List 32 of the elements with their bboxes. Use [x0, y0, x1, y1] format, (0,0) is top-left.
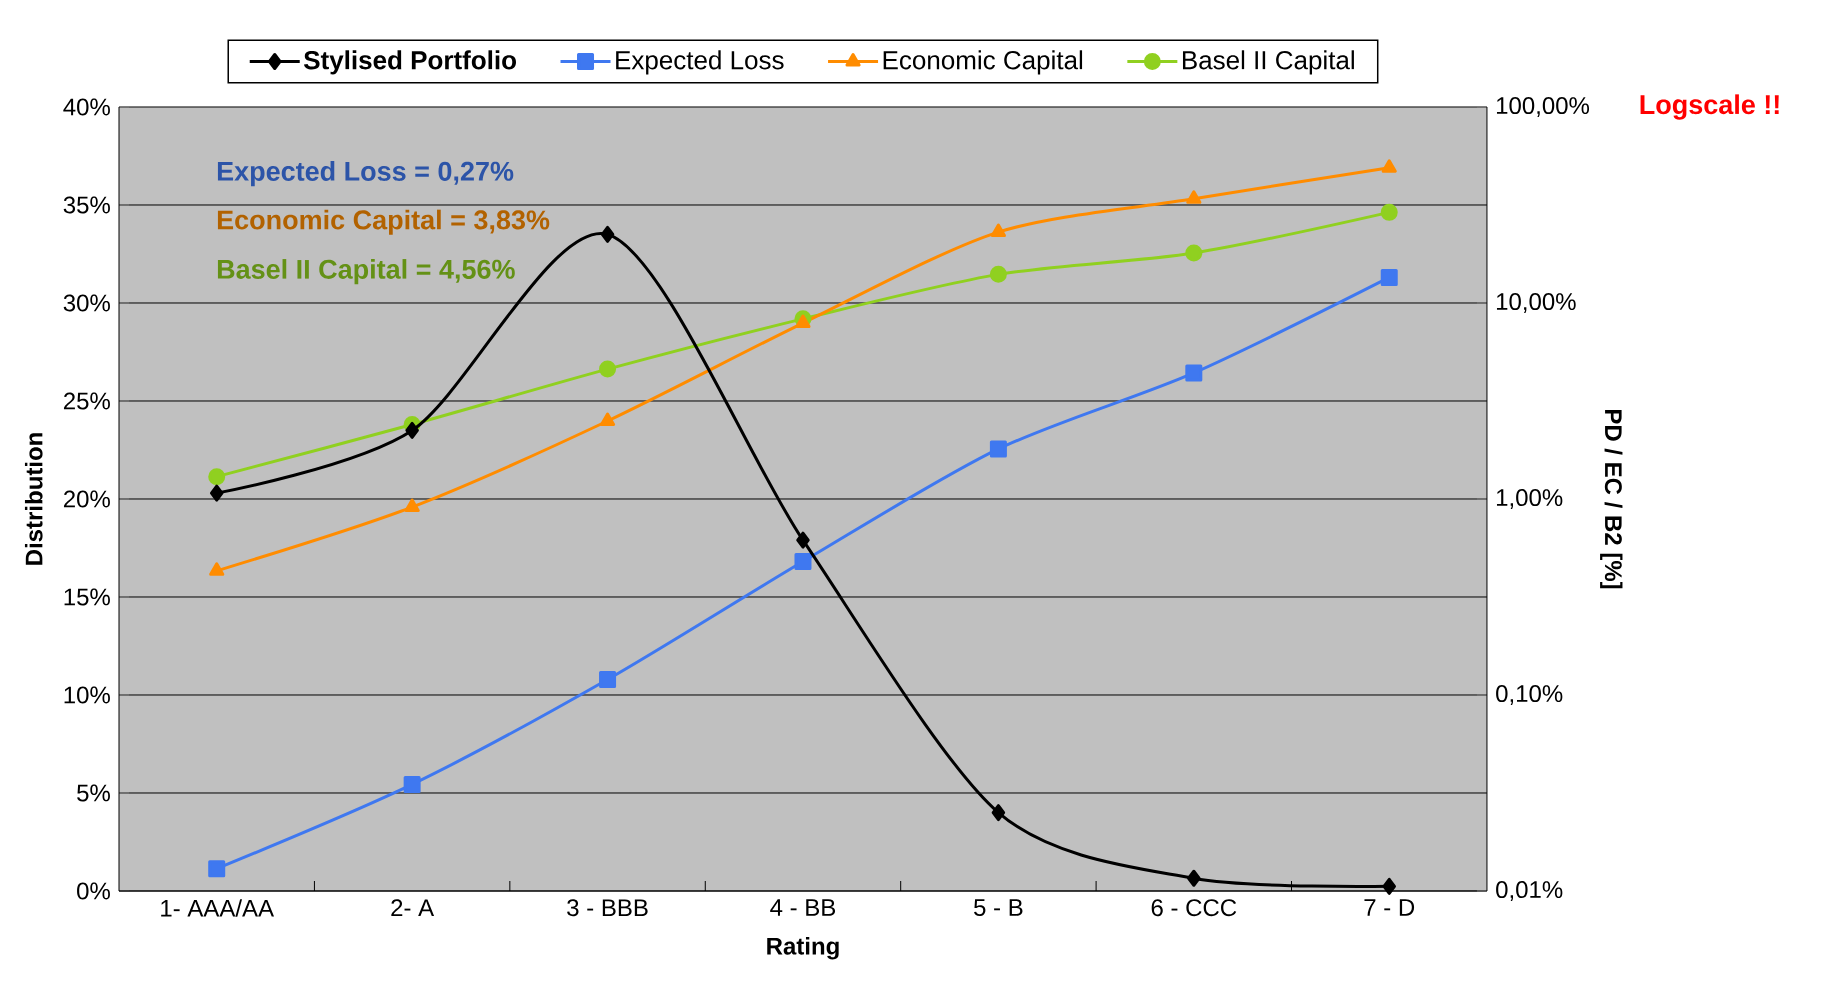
y-tick-label: 40% — [63, 98, 110, 116]
annotation: Economic Capital = 3,83% — [217, 209, 550, 235]
y-tick-label: 5% — [77, 784, 110, 802]
y-tick-label: 20% — [63, 490, 110, 508]
y-tick-label: 35% — [63, 196, 110, 214]
y-tick-label: 30% — [63, 294, 110, 312]
y-axis-title: Distribution — [24, 433, 43, 565]
legend-label: Expected Loss — [616, 50, 784, 75]
x-tick-label: 7 - D — [1364, 899, 1415, 916]
y2-tick-label: 10,00% — [1496, 293, 1576, 313]
x-tick-label: 3 - BBB — [567, 899, 648, 917]
x-tick-label: 4 - BB — [770, 899, 836, 916]
y-tick-label: 15% — [64, 588, 110, 606]
text: Logscale !! — [1640, 94, 1779, 120]
legend-label: Stylised Portfolio — [303, 50, 516, 75]
y-tick-label: 10% — [64, 686, 110, 704]
y2-tick-label: 0,01% — [1496, 881, 1563, 901]
x-tick-label: 2- A — [391, 899, 435, 916]
legend-label: Basel II Capital — [1182, 50, 1354, 75]
y-tick-label: 0% — [77, 882, 110, 900]
y2-tick-label: 100,00% — [1496, 97, 1590, 117]
y-tick-label: 25% — [63, 392, 110, 410]
legend-label: Economic Capital — [883, 50, 1083, 75]
y2-axis-title: PD / EC / B2 [%] — [1600, 409, 1623, 589]
annotation: Basel II Capital = 4,56% — [217, 259, 515, 285]
y2-tick-label: 1,00% — [1496, 489, 1563, 509]
y2-tick-label: 0,10% — [1496, 685, 1563, 705]
x-axis-title: Rating — [767, 937, 839, 960]
x-tick-label: 5 - B — [974, 899, 1023, 916]
x-tick-label: 1- AAA/AA — [161, 899, 275, 917]
annotation: Expected Loss = 0,27% — [217, 161, 514, 187]
x-tick-label: 6 - CCC — [1151, 899, 1237, 917]
